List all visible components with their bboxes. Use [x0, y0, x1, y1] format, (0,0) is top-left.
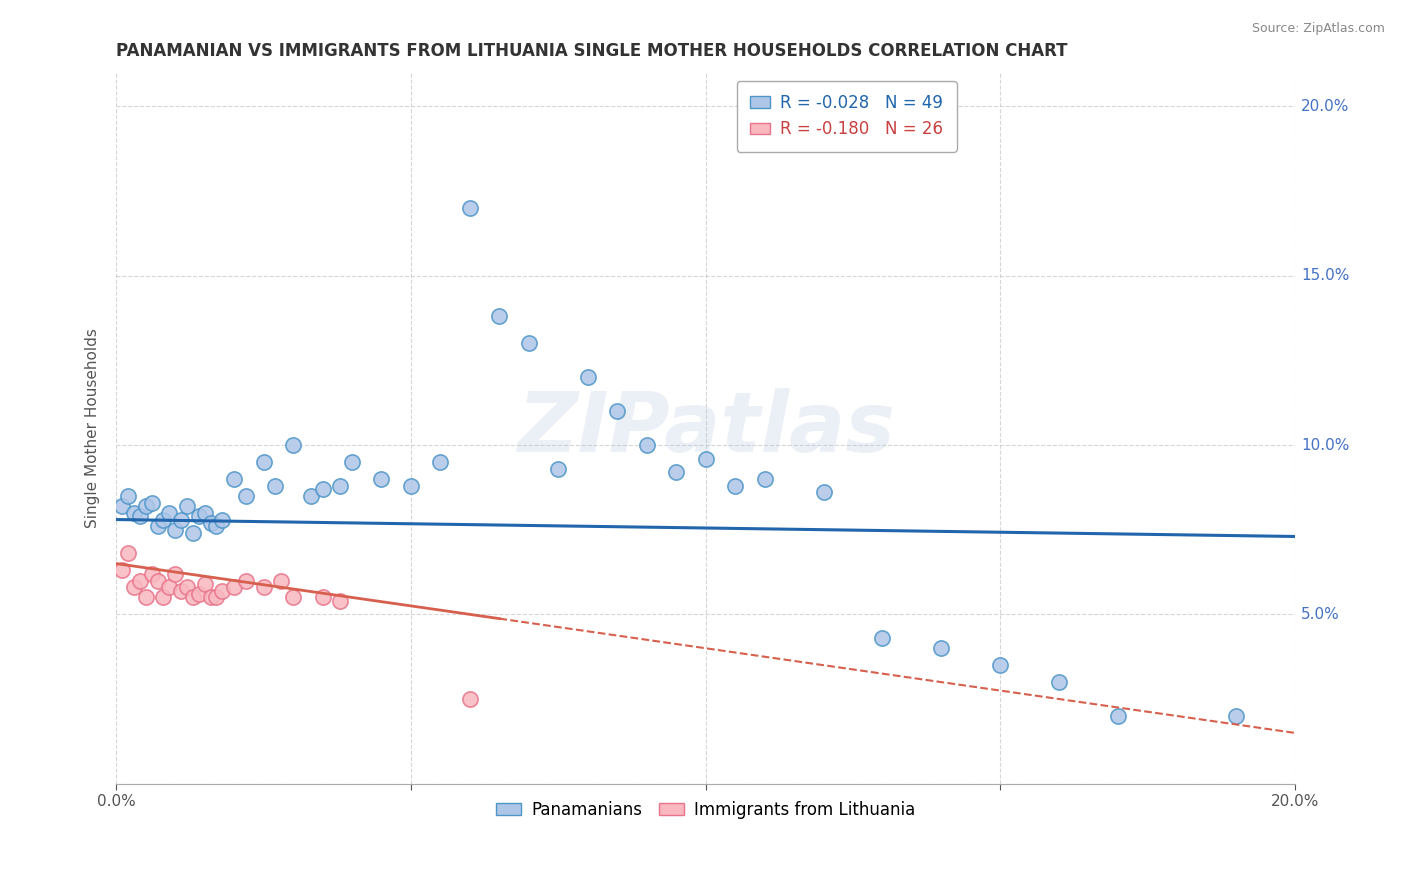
Point: [135, 591, 157, 605]
Point: [194, 577, 217, 591]
Point: [311, 482, 333, 496]
Point: [181, 591, 204, 605]
Point: [187, 509, 209, 524]
Point: [235, 574, 257, 588]
Point: [117, 546, 139, 560]
Point: [170, 583, 193, 598]
Point: [224, 580, 246, 594]
Point: [988, 658, 1011, 673]
Point: [488, 310, 510, 324]
Point: [128, 509, 150, 524]
Point: [517, 336, 540, 351]
Point: [281, 438, 304, 452]
Point: [176, 580, 198, 594]
Point: [122, 580, 145, 594]
Point: [146, 519, 169, 533]
Point: [146, 574, 169, 588]
Point: [299, 489, 322, 503]
Point: [152, 591, 174, 605]
Point: [606, 404, 628, 418]
Point: [211, 583, 233, 598]
Point: [872, 631, 894, 645]
Point: [329, 478, 352, 492]
Point: [695, 451, 717, 466]
Text: 5.0%: 5.0%: [1301, 607, 1340, 622]
Text: ZIPatlas: ZIPatlas: [516, 388, 894, 468]
Point: [429, 455, 451, 469]
Point: [235, 489, 257, 503]
Text: Source: ZipAtlas.com: Source: ZipAtlas.com: [1251, 22, 1385, 36]
Point: [931, 641, 953, 656]
Point: [157, 580, 180, 594]
Point: [205, 591, 228, 605]
Point: [111, 563, 134, 577]
Point: [458, 201, 481, 215]
Point: [458, 692, 481, 706]
Point: [1047, 675, 1070, 690]
Text: 20.0%: 20.0%: [1301, 99, 1350, 114]
Point: [252, 455, 274, 469]
Point: [311, 591, 333, 605]
Point: [170, 512, 193, 526]
Point: [1107, 709, 1129, 723]
Y-axis label: Single Mother Households: Single Mother Households: [86, 328, 100, 528]
Point: [264, 478, 287, 492]
Point: [141, 566, 163, 581]
Point: [152, 512, 174, 526]
Point: [211, 512, 233, 526]
Legend: Panamanians, Immigrants from Lithuania: Panamanians, Immigrants from Lithuania: [489, 794, 922, 825]
Point: [176, 499, 198, 513]
Point: [141, 495, 163, 509]
Point: [200, 516, 222, 530]
Point: [340, 455, 363, 469]
Point: [122, 506, 145, 520]
Point: [252, 580, 274, 594]
Point: [181, 526, 204, 541]
Point: [165, 566, 187, 581]
Point: [157, 506, 180, 520]
Point: [754, 472, 776, 486]
Point: [636, 438, 658, 452]
Point: [165, 523, 187, 537]
Text: 15.0%: 15.0%: [1301, 268, 1350, 283]
Point: [117, 489, 139, 503]
Point: [724, 478, 747, 492]
Point: [111, 499, 134, 513]
Point: [270, 574, 292, 588]
Point: [370, 472, 392, 486]
Point: [576, 370, 599, 384]
Point: [399, 478, 422, 492]
Point: [205, 519, 228, 533]
Point: [200, 591, 222, 605]
Text: PANAMANIAN VS IMMIGRANTS FROM LITHUANIA SINGLE MOTHER HOUSEHOLDS CORRELATION CHA: PANAMANIAN VS IMMIGRANTS FROM LITHUANIA …: [117, 42, 1067, 60]
Text: 10.0%: 10.0%: [1301, 437, 1350, 452]
Point: [281, 591, 304, 605]
Point: [547, 461, 569, 475]
Point: [329, 594, 352, 608]
Point: [665, 465, 688, 479]
Point: [187, 587, 209, 601]
Point: [813, 485, 835, 500]
Point: [194, 506, 217, 520]
Point: [1225, 709, 1247, 723]
Point: [224, 472, 246, 486]
Point: [128, 574, 150, 588]
Point: [135, 499, 157, 513]
